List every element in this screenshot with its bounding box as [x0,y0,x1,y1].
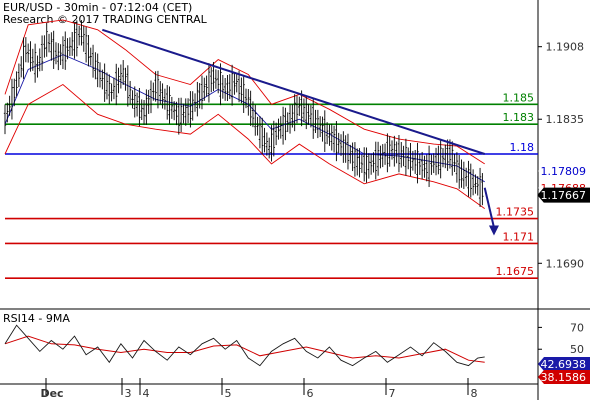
rsi-line [4,324,485,367]
time-tick-label: 4 [143,387,150,400]
price-tag-label: 1.17809 [541,165,587,178]
price-tag-box [537,187,590,203]
rsi-tick-label: 50 [570,343,584,356]
time-tick-label: 5 [225,387,232,400]
price-tick-label: 1.1690 [546,257,585,270]
chart-title: EUR/USD - 30min - 07:12:04 (CET) [3,1,193,14]
level-label-1: 1.183 [503,111,535,124]
time-tick-label: 3 [125,387,132,400]
time-axis: Dec 3 4 5 6 7 8 [40,378,478,400]
level-label-2: 1.18 [510,141,535,154]
price-series [3,20,484,207]
downtrend-line [102,28,486,155]
level-label-3: 1.1735 [496,206,535,219]
time-tick-label: 8 [471,387,478,400]
trendline-group [102,28,499,236]
rsi-title: RSI14 - 9MA [3,312,70,325]
projection-arrow-head [488,225,499,236]
time-tick-label: Dec [40,387,63,400]
price-tick-label: 1.1835 [546,113,585,126]
rsi-value-tag [538,370,590,384]
rsi-value-label: 42.6938 [541,358,587,371]
rsi-value-label: 38.1586 [541,371,587,384]
rsi-tick-label: 70 [570,321,584,334]
level-label-0: 1.185 [503,91,535,104]
horizontal-levels: 1.185 1.183 1.18 1.1735 1.171 1.1675 [5,91,538,279]
level-label-4: 1.171 [503,230,535,243]
level-label-5: 1.1675 [496,265,535,278]
bollinger-upper [4,19,485,165]
bollinger-lower [4,83,485,209]
projection-arrow-shaft [483,187,495,228]
price-tag-box [538,163,590,178]
price-tick-label: 1.1908 [546,41,585,54]
time-tick-label: 7 [389,387,396,400]
rsi-value-tag [538,357,590,371]
rsi-ma-line [4,335,485,363]
time-tick-label: 6 [307,387,314,400]
bollinger-bands [4,19,485,209]
chart-copyright: Research © 2017 TRADING CENTRAL [3,13,207,26]
price-tag-label: 1.17667 [541,189,587,202]
